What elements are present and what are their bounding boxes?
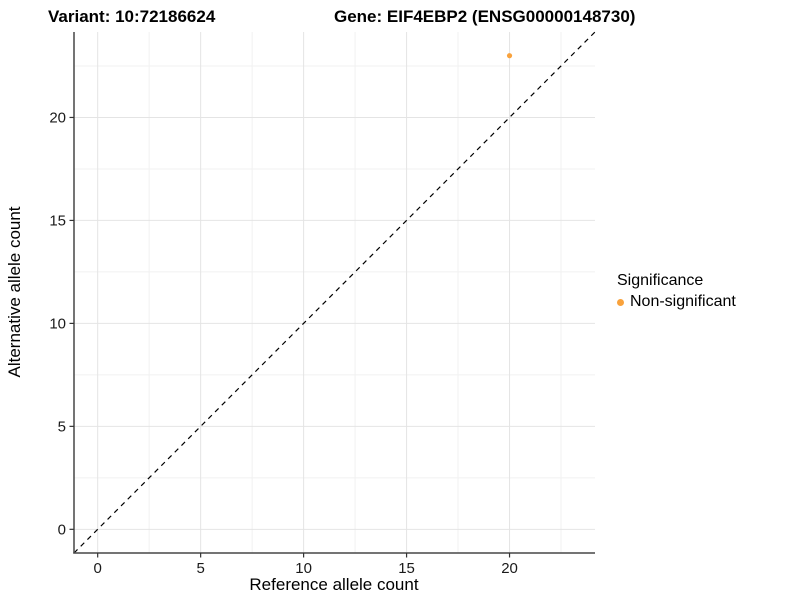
x-tick-label: 15 [398,560,415,577]
y-tick-label: 15 [49,212,66,229]
legend-title: Significance [617,272,704,289]
x-tick-label: 20 [501,560,518,577]
y-tick-label: 0 [58,521,66,538]
legend: Significance Non-significant [617,272,736,311]
plot-title-gene: Gene: EIF4EBP2 (ENSG00000148730) [334,7,635,26]
plot-panel: 0 5 10 15 20 0 5 10 15 20 [49,31,596,577]
y-tick-label: 20 [49,109,66,126]
y-tick-label: 5 [58,418,66,435]
legend-entry: Non-significant [617,293,736,311]
x-tick-label: 0 [94,560,102,577]
legend-point-icon [617,298,624,306]
x-axis-title: Reference allele count [249,575,418,594]
plot-title-variant: Variant: 10:72186624 [48,7,216,26]
y-axis-title: Alternative allele count [5,206,24,377]
legend-entry-label: Non-significant [630,293,736,310]
y-tick-label: 10 [49,315,66,332]
x-tick-label: 10 [295,560,312,577]
x-tick-label: 5 [196,560,204,577]
identity-line [73,31,596,554]
data-point [506,53,513,59]
